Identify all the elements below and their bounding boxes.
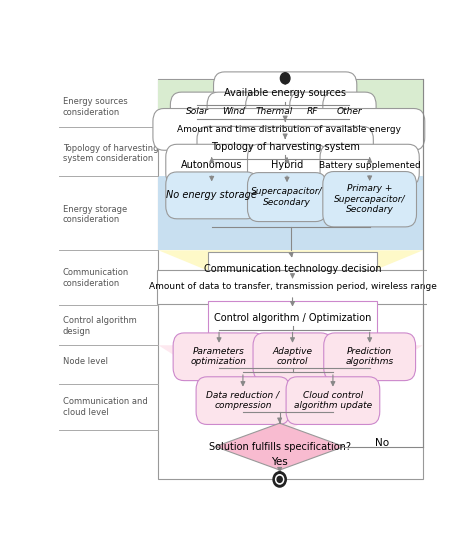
Text: Energy sources
consideration: Energy sources consideration <box>63 97 128 117</box>
Text: Communication
consideration: Communication consideration <box>63 268 129 288</box>
Text: Communication and
cloud level: Communication and cloud level <box>63 397 148 417</box>
Text: Battery supplemented: Battery supplemented <box>319 161 420 170</box>
Text: Autonomous: Autonomous <box>181 160 242 170</box>
Polygon shape <box>215 423 344 470</box>
Text: Control algorithm / Optimization: Control algorithm / Optimization <box>214 312 371 322</box>
Circle shape <box>281 73 290 84</box>
FancyBboxPatch shape <box>253 333 332 380</box>
Circle shape <box>273 472 286 487</box>
FancyBboxPatch shape <box>323 92 376 132</box>
FancyBboxPatch shape <box>290 92 336 132</box>
Text: Data reduction /
compression: Data reduction / compression <box>206 391 280 410</box>
Text: Energy storage
consideration: Energy storage consideration <box>63 205 127 225</box>
Text: Yes: Yes <box>271 457 288 467</box>
Polygon shape <box>158 176 423 251</box>
Text: Topology of harvesting
system consideration: Topology of harvesting system considerat… <box>63 144 158 163</box>
FancyBboxPatch shape <box>323 171 417 227</box>
FancyBboxPatch shape <box>213 72 357 114</box>
FancyBboxPatch shape <box>208 301 377 334</box>
Circle shape <box>277 477 282 482</box>
Text: Amount and time distribution of available energy: Amount and time distribution of availabl… <box>177 125 401 134</box>
FancyBboxPatch shape <box>166 172 257 219</box>
FancyBboxPatch shape <box>208 252 377 285</box>
Text: Wind: Wind <box>222 107 245 117</box>
FancyBboxPatch shape <box>170 92 224 132</box>
Text: Communication technology decision: Communication technology decision <box>204 264 381 274</box>
FancyBboxPatch shape <box>196 377 290 425</box>
Text: Other: Other <box>337 107 362 117</box>
FancyBboxPatch shape <box>324 333 416 380</box>
Text: No: No <box>375 438 390 448</box>
Text: Adaptive
control: Adaptive control <box>273 347 312 367</box>
Text: Solar: Solar <box>185 107 209 117</box>
Text: RF: RF <box>307 107 319 117</box>
FancyBboxPatch shape <box>246 92 302 132</box>
FancyBboxPatch shape <box>247 173 327 222</box>
Polygon shape <box>158 80 423 137</box>
Text: No energy storage: No energy storage <box>166 190 257 200</box>
FancyBboxPatch shape <box>320 144 419 186</box>
Text: Thermal: Thermal <box>255 107 293 117</box>
Text: Control algorithm
design: Control algorithm design <box>63 316 137 336</box>
Polygon shape <box>158 345 423 430</box>
Text: Available energy sources: Available energy sources <box>224 88 346 98</box>
Circle shape <box>275 474 284 484</box>
Text: Parameters
optimization: Parameters optimization <box>191 347 247 367</box>
Text: Hybrid: Hybrid <box>271 160 303 170</box>
FancyBboxPatch shape <box>247 144 327 186</box>
Text: Solution fulfills specification?: Solution fulfills specification? <box>209 442 351 452</box>
Text: Topology of harvesting system: Topology of harvesting system <box>211 142 360 152</box>
Text: Node level: Node level <box>63 357 108 366</box>
Text: Supercapacitor/
Secondary: Supercapacitor/ Secondary <box>251 187 323 207</box>
Text: Prediction
algorithms: Prediction algorithms <box>346 347 394 367</box>
FancyBboxPatch shape <box>197 127 374 168</box>
Text: Amount of data to transfer, transmission period, wireless range: Amount of data to transfer, transmission… <box>148 283 437 291</box>
FancyBboxPatch shape <box>207 92 260 132</box>
FancyBboxPatch shape <box>153 108 425 150</box>
FancyBboxPatch shape <box>166 144 257 186</box>
Polygon shape <box>158 251 423 305</box>
FancyBboxPatch shape <box>286 377 380 425</box>
Text: Primary +
Supercapacitor/
Secondary: Primary + Supercapacitor/ Secondary <box>334 184 405 214</box>
FancyBboxPatch shape <box>156 270 428 304</box>
FancyBboxPatch shape <box>173 333 265 380</box>
Text: Cloud control
algorithm update: Cloud control algorithm update <box>294 391 372 410</box>
